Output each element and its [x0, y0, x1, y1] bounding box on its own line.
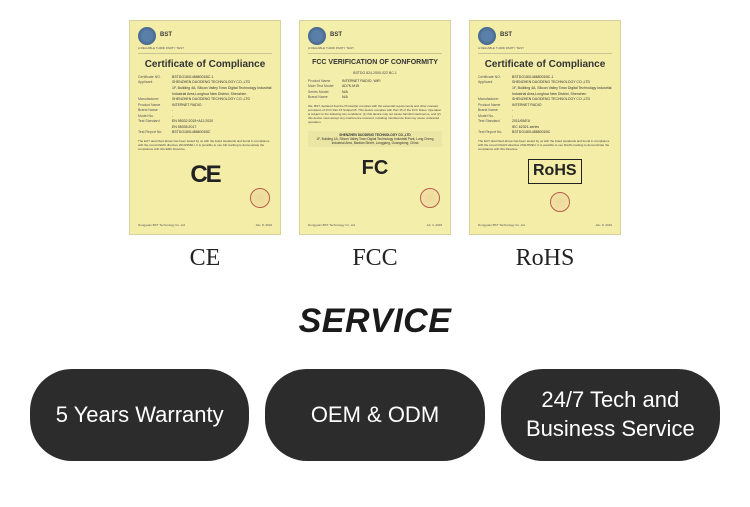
bst-logo-icon [138, 27, 156, 45]
cert-brand: BST [500, 32, 512, 40]
cert-seal-icon [550, 192, 570, 212]
cert-label-ce: CE [190, 245, 221, 272]
cert-block-fcc: BST A RELIABLE THIRD PARTY TEST FCC VERI… [299, 20, 451, 272]
service-heading: SERVICE [0, 302, 750, 341]
ce-mark-icon: CE [138, 159, 272, 190]
cert-tagline: A RELIABLE THIRD PARTY TEST [308, 47, 442, 54]
cert-title: Certificate of Compliance [478, 58, 612, 71]
cert-card-ce: BST A RELIABLE THIRD PARTY TEST Certific… [129, 20, 281, 235]
cert-no: BSTDG18014868001BC-1 [512, 75, 612, 80]
cert-no-label: Certificate NO. [138, 75, 172, 80]
pill-support: 24/7 Tech and Business Service [501, 369, 720, 461]
cert-label-rohs: RoHS [516, 245, 575, 272]
bst-logo-icon [308, 27, 326, 45]
fcc-mark-icon: FC [308, 155, 442, 181]
cert-footer: Dongguan BST Technology Co.,Ltd Jan. 8, … [478, 224, 612, 228]
cert-footer: Dongguan BST Technology Co.,Ltd Jan. 8, … [138, 224, 272, 228]
pill-oem-odm: OEM & ODM [265, 369, 484, 461]
cert-title: FCC VERIFICATION OF CONFORMITY [308, 58, 442, 67]
cert-block-rohs: BST A RELIABLE THIRD PARTY TEST Certific… [469, 20, 621, 272]
cert-tagline: A RELIABLE THIRD PARTY TEST [138, 47, 272, 54]
service-pills-row: 5 Years Warranty OEM & ODM 24/7 Tech and… [0, 369, 750, 461]
cert-no: BSTDG 824-2000-022 BC-1 [308, 71, 442, 76]
cert-brand: BST [330, 32, 342, 40]
cert-footer: Dongguan BST Technology Co.,Ltd Jul. 4, … [308, 224, 442, 228]
rohs-mark-icon: RoHS [528, 159, 582, 184]
cert-no: BSTDG18014868001BC-1 [172, 75, 272, 80]
cert-body: We, BST, declared that the Product(s) co… [308, 104, 442, 125]
cert-no-label: Certificate NO. [478, 75, 512, 80]
cert-card-fcc: BST A RELIABLE THIRD PARTY TEST FCC VERI… [299, 20, 451, 235]
cert-body: The EUT described above has been tested … [138, 139, 272, 152]
cert-body: The EUT described above has been tested … [478, 139, 612, 152]
cert-brand: BST [160, 32, 172, 40]
cert-title: Certificate of Compliance [138, 58, 272, 71]
cert-label-fcc: FCC [352, 245, 397, 272]
cert-block-ce: BST A RELIABLE THIRD PARTY TEST Certific… [129, 20, 281, 272]
certificates-row: BST A RELIABLE THIRD PARTY TEST Certific… [0, 0, 750, 272]
cert-seal-icon [250, 188, 270, 208]
cert-tagline: A RELIABLE THIRD PARTY TEST [478, 47, 612, 54]
bst-logo-icon [478, 27, 496, 45]
cert-card-rohs: BST A RELIABLE THIRD PARTY TEST Certific… [469, 20, 621, 235]
applicant-block: SHENZHEN DUODENG TECHNOLOGY CO.,LTD 1F, … [308, 131, 442, 147]
pill-warranty: 5 Years Warranty [30, 369, 249, 461]
cert-seal-icon [420, 188, 440, 208]
